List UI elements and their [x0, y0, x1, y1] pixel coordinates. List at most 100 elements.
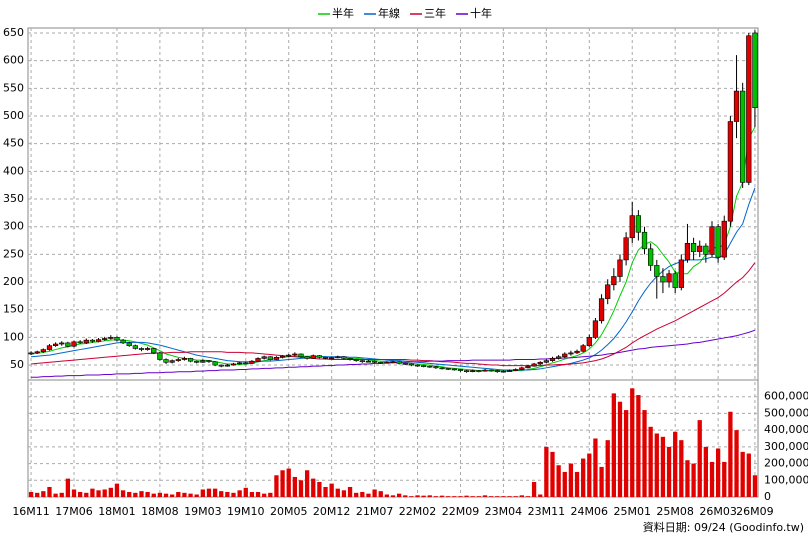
y-tick-label: 650 [3, 26, 24, 39]
volume-bar [188, 493, 193, 497]
volume-bar [409, 496, 414, 497]
candle-body [59, 342, 65, 345]
volume-bar [286, 468, 291, 497]
candle-body [298, 353, 304, 358]
candle-body [316, 355, 323, 358]
volume-bar [636, 395, 641, 497]
volume-bar [464, 495, 469, 497]
candle-body [341, 356, 347, 359]
volume-bar [212, 488, 218, 497]
volume-bar [550, 451, 555, 497]
candle-body [371, 360, 378, 363]
candle-body [445, 368, 451, 370]
candle-body [402, 363, 408, 365]
volume-bar [243, 487, 248, 497]
candle-body [414, 364, 421, 367]
candle-body [83, 339, 89, 344]
volume-bar [415, 495, 420, 497]
candle-body [390, 361, 396, 364]
candle-body [230, 363, 237, 366]
volume-bar [482, 495, 488, 497]
volume-bar [145, 491, 150, 497]
candle-body [457, 369, 464, 371]
volume-bar [354, 492, 359, 497]
volume-bar [630, 388, 635, 497]
y2-tick-label: 500,000 [764, 406, 808, 419]
ma-line [31, 262, 756, 367]
volume-bar [679, 440, 684, 497]
x-tick-label: 20M05 [270, 505, 308, 518]
volume-bar [366, 493, 371, 497]
candle-body [187, 358, 194, 362]
candle-body [218, 364, 224, 367]
volume-bar [219, 491, 224, 497]
volume-bar [728, 411, 733, 497]
volume-bar [176, 491, 181, 497]
candle-body [439, 367, 445, 370]
candle-body [494, 370, 500, 372]
volume-bar [329, 483, 334, 497]
candle-body [335, 356, 341, 359]
volume-bar [47, 486, 52, 497]
candle-body [648, 248, 654, 266]
y2-tick-label: 0 [764, 490, 771, 503]
volume-bar [372, 489, 377, 497]
volume-bar [568, 463, 574, 497]
legend-label: 年線 [378, 6, 400, 20]
candle-body [513, 369, 519, 371]
candle-body [243, 362, 249, 365]
volume-bar [673, 431, 678, 497]
candle-body [470, 370, 476, 372]
candle-body [580, 345, 586, 352]
volume-bar [439, 495, 445, 497]
volume-bar [752, 475, 758, 497]
volume-bar [304, 470, 310, 497]
legend-label: 半年 [332, 6, 354, 20]
volume-bar [489, 496, 494, 497]
candle-body [396, 361, 402, 364]
candle-body [709, 226, 715, 255]
volume-bar [642, 410, 647, 497]
volume-bar [722, 461, 727, 497]
volume-bar [562, 471, 567, 497]
candle-body [267, 356, 273, 360]
candle-body [138, 348, 145, 350]
volume-bar [384, 494, 390, 497]
volume-bar [182, 492, 187, 497]
candle-body [703, 245, 709, 255]
volume-bar [587, 453, 592, 497]
volume-bar [280, 470, 285, 497]
candle-body [200, 360, 206, 363]
volume-bar [53, 493, 58, 497]
candle-body [586, 337, 592, 346]
candle-body [65, 342, 71, 347]
y-tick-label: 150 [3, 303, 24, 316]
volume-bar [691, 463, 696, 497]
candle-body [543, 360, 549, 363]
candle-body [132, 345, 138, 349]
y-tick-label: 100 [3, 330, 24, 343]
volume-bar [311, 478, 316, 497]
volume-bar [298, 480, 304, 497]
volume-bar [746, 453, 751, 497]
candle-body [746, 35, 752, 183]
candle-body [427, 365, 433, 368]
candle-body [568, 352, 574, 355]
volume-bar [59, 492, 64, 497]
candle-body [531, 363, 537, 367]
volume-bar [249, 491, 255, 497]
y2-tick-label: 100,000 [764, 473, 808, 486]
volume-bar [519, 495, 524, 497]
candle-body [476, 370, 482, 372]
candle-body [175, 359, 181, 361]
volume-bar [120, 490, 126, 497]
volume-bar [470, 496, 475, 497]
y-tick-label: 450 [3, 137, 24, 150]
candle-body [721, 220, 727, 258]
candle-body [690, 242, 697, 252]
candle-body [684, 242, 691, 261]
volume-bar [262, 493, 267, 497]
candle-body [678, 259, 684, 288]
x-tick-label: 21M07 [356, 505, 394, 518]
candle-body [519, 367, 525, 370]
